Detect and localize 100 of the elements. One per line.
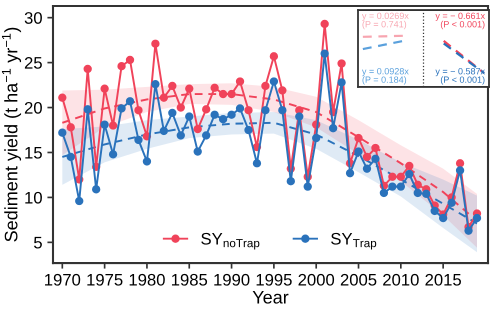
x-tick-label: 2000 [298,274,334,286]
point [396,172,405,181]
point [151,40,160,48]
point [278,106,287,114]
point [472,214,482,222]
point [194,147,202,156]
point [236,77,244,86]
point [218,115,228,124]
point [405,162,414,170]
point [396,182,405,191]
point [405,170,414,178]
point [92,185,100,194]
point [58,93,66,102]
x-tick-label: 1985 [172,274,208,286]
point [362,152,372,162]
point [362,164,372,173]
point [142,157,152,166]
point [278,86,287,95]
annotation: y = 0.0928x (P = 0.184) [362,68,409,85]
point [185,84,194,93]
annotation: y = 0.0269x (P = 0.741) [362,12,409,30]
point [328,124,338,132]
y-tick-label: 30 [24,12,42,24]
point [286,177,295,186]
point [447,198,456,207]
y-tick-label: 15 [25,147,42,159]
point [244,126,253,134]
point [422,190,430,198]
point [414,188,422,198]
point [456,159,464,168]
point [58,128,66,137]
point [261,106,270,114]
point [227,90,236,98]
point [210,110,219,119]
point [108,121,118,130]
legend-label: SY$_{noTrap}$ [201,232,260,250]
point [168,82,176,90]
x-tick-label: 1990 [214,274,250,286]
x-tick-label: 2015 [425,274,461,286]
point [295,112,304,121]
point [84,64,92,74]
point [388,182,397,191]
point [320,20,329,28]
point [194,124,202,134]
point [210,84,219,92]
point [117,104,126,113]
point [100,120,109,129]
point [320,49,329,58]
point [337,59,346,68]
x-tick-label: 1980 [130,274,165,286]
annotation: y = − 0.661x (P < 0.001) [435,12,485,30]
y-tick-label: 20 [24,102,42,114]
point [261,82,270,90]
point [202,105,210,114]
point [464,226,473,235]
point [160,126,168,136]
x-tick-label: 1995 [256,274,292,286]
point [430,206,439,216]
point [371,154,380,163]
point [100,84,109,93]
point [380,188,388,198]
point [456,166,464,175]
point [354,147,363,156]
point [126,97,134,106]
point [185,112,194,121]
point [337,78,346,87]
point [126,56,134,64]
point [270,77,278,86]
point [134,106,143,114]
point [244,106,253,114]
point [438,214,448,222]
point [202,131,210,140]
x-axis-title: Year [252,291,288,304]
y-tick-label: 10 [25,192,42,204]
point [66,152,75,162]
point [134,136,143,144]
point [66,123,75,132]
x-tick-label: 1970 [45,274,80,286]
point [227,110,236,119]
point [117,62,126,70]
y-axis-title: Sediment yield (t ha$^{−1}$ yr$^{−1}$) [2,28,22,242]
point [312,134,320,142]
point [151,80,160,88]
point [176,131,185,140]
x-tick-label: 1975 [87,274,122,286]
point [270,52,278,60]
legend-label: SY$_{Trap}$ [331,232,376,250]
point [252,159,262,168]
x-tick-label: 2010 [383,274,419,286]
point [176,103,185,112]
point [84,105,92,114]
point [168,108,176,118]
point [160,93,168,102]
x-tick-label: 2005 [340,274,376,286]
point [108,150,118,158]
point [218,90,228,98]
y-tick-label: 25 [24,57,42,69]
point [354,134,363,142]
point [346,168,354,178]
point [371,144,380,152]
